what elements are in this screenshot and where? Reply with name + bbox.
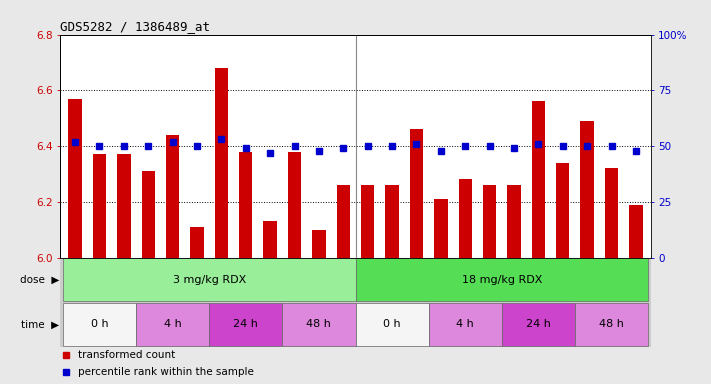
Text: 48 h: 48 h [599,319,624,329]
Bar [136,303,209,346]
Bar [410,129,423,258]
Bar [502,303,575,346]
Text: 0 h: 0 h [90,319,108,329]
Bar [264,221,277,258]
Bar [336,185,350,258]
Bar [361,185,375,258]
Bar [209,303,282,346]
Text: 24 h: 24 h [233,319,258,329]
Bar [483,185,496,258]
Text: 4 h: 4 h [456,319,474,329]
Text: 3 mg/kg RDX: 3 mg/kg RDX [173,275,246,285]
Bar [532,101,545,258]
Bar [556,163,570,258]
Text: GDS5282 / 1386489_at: GDS5282 / 1386489_at [60,20,210,33]
Text: dose  ▶: dose ▶ [20,275,59,285]
Bar [63,258,356,301]
Text: 0 h: 0 h [383,319,401,329]
Bar [434,199,447,258]
Bar [605,168,619,258]
Text: 18 mg/kg RDX: 18 mg/kg RDX [461,275,542,285]
Bar [282,303,356,346]
Bar [356,258,648,301]
Bar [575,303,648,346]
Bar [92,154,106,258]
Bar [117,154,131,258]
Bar [191,227,203,258]
Bar [141,171,155,258]
Bar [288,152,301,258]
Text: 48 h: 48 h [306,319,331,329]
Bar [459,179,472,258]
Text: 24 h: 24 h [526,319,551,329]
Bar [312,230,326,258]
Bar [429,303,502,346]
Text: 4 h: 4 h [164,319,181,329]
Bar [63,303,136,346]
Bar [215,68,228,258]
Bar [68,99,82,258]
Text: time  ▶: time ▶ [21,319,59,329]
Text: transformed count: transformed count [78,350,176,360]
Bar [629,205,643,258]
Bar [580,121,594,258]
Bar [239,152,252,258]
Text: percentile rank within the sample: percentile rank within the sample [78,367,254,377]
Bar [166,135,179,258]
Bar [508,185,520,258]
Bar [385,185,399,258]
Bar [356,303,429,346]
